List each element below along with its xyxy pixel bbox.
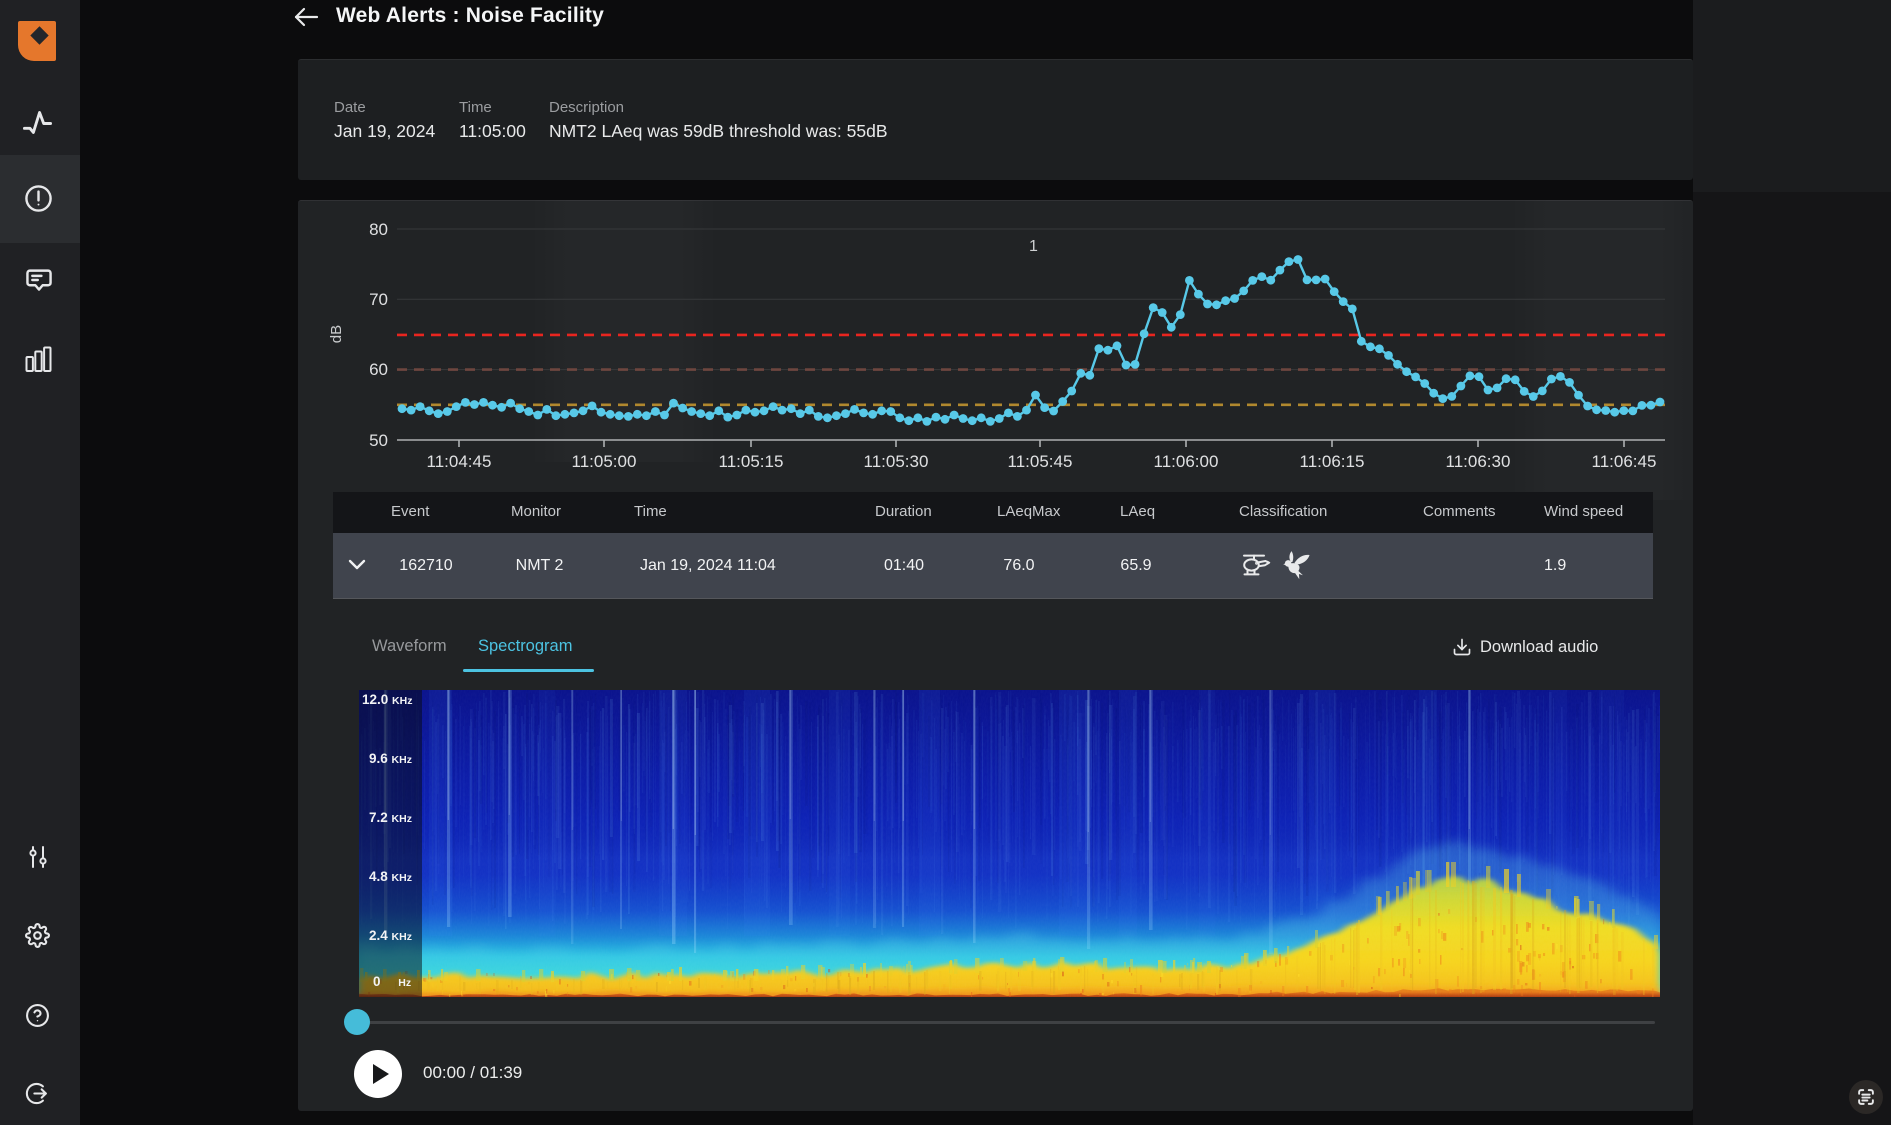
svg-text:7.2 KHz: 7.2 KHz <box>369 810 412 825</box>
svg-text:11:06:30: 11:06:30 <box>1446 452 1511 471</box>
svg-text:12.0 KHz: 12.0 KHz <box>362 692 412 707</box>
svg-text:80: 80 <box>369 220 388 239</box>
svg-text:60: 60 <box>369 360 388 379</box>
svg-text:70: 70 <box>369 290 388 309</box>
svg-text:11:06:00: 11:06:00 <box>1154 452 1219 471</box>
svg-text:1: 1 <box>1029 238 1038 255</box>
svg-text:11:05:00: 11:05:00 <box>572 452 637 471</box>
svg-text:4.8 KHz: 4.8 KHz <box>369 869 412 884</box>
svg-text:11:05:15: 11:05:15 <box>719 452 784 471</box>
svg-text:50: 50 <box>369 431 388 450</box>
svg-text:11:06:15: 11:06:15 <box>1300 452 1365 471</box>
svg-text:11:04:45: 11:04:45 <box>427 452 492 471</box>
svg-text:11:06:45: 11:06:45 <box>1592 452 1657 471</box>
svg-text:9.6 KHz: 9.6 KHz <box>369 751 412 766</box>
svg-text:2.4 KHz: 2.4 KHz <box>369 928 412 943</box>
svg-text:11:05:45: 11:05:45 <box>1008 452 1073 471</box>
svg-text:11:05:30: 11:05:30 <box>864 452 929 471</box>
svg-text:dB: dB <box>328 325 345 343</box>
